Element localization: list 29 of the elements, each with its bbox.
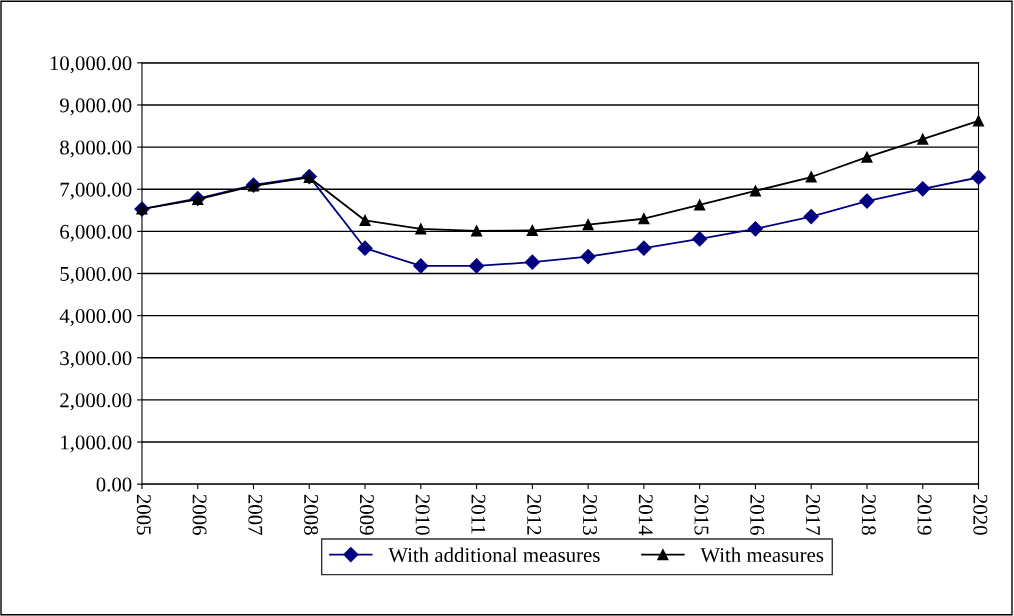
legend-label: With measures — [700, 547, 824, 563]
y-tick-label: 1,000.00 — [61, 435, 132, 453]
y-tick-label: 9,000.00 — [59, 98, 132, 116]
y-tick-label: 8,000.00 — [60, 140, 132, 158]
x-tick-label: 2017 — [805, 494, 821, 535]
y-tick-label: 3,000.00 — [60, 351, 132, 369]
x-tick-label: 2005 — [136, 494, 151, 535]
x-tick-label: 2012 — [527, 494, 542, 535]
x-tick-label: 2006 — [192, 494, 207, 535]
y-tick-label: 2,000.00 — [60, 393, 132, 411]
y-tick-label: 4,000.00 — [59, 309, 132, 327]
x-tick-label: 2014 — [638, 494, 653, 536]
x-tick-label: 2013 — [582, 494, 597, 535]
x-tick-label: 2007 — [248, 494, 263, 535]
legend-label: With additional measures — [388, 547, 600, 563]
x-tick-label: 2009 — [359, 494, 374, 535]
x-tick-label: 2011 — [471, 494, 486, 534]
x-tick-label: 2016 — [750, 494, 765, 535]
x-tick-label: 2018 — [861, 494, 876, 535]
x-tick-label: 2019 — [917, 494, 932, 535]
x-tick-label: 2008 — [304, 494, 319, 535]
y-tick-label: 0.00 — [96, 477, 132, 492]
y-tick-label: 7,000.00 — [60, 182, 132, 200]
y-tick-label: 6,000.00 — [60, 224, 132, 242]
y-tick-label: 5,000.00 — [60, 266, 132, 284]
y-tick-label: 10,000.00 — [50, 56, 132, 74]
x-tick-label: 2020 — [973, 494, 988, 535]
x-tick-label: 2010 — [415, 494, 430, 535]
x-tick-label: 2015 — [694, 494, 709, 535]
